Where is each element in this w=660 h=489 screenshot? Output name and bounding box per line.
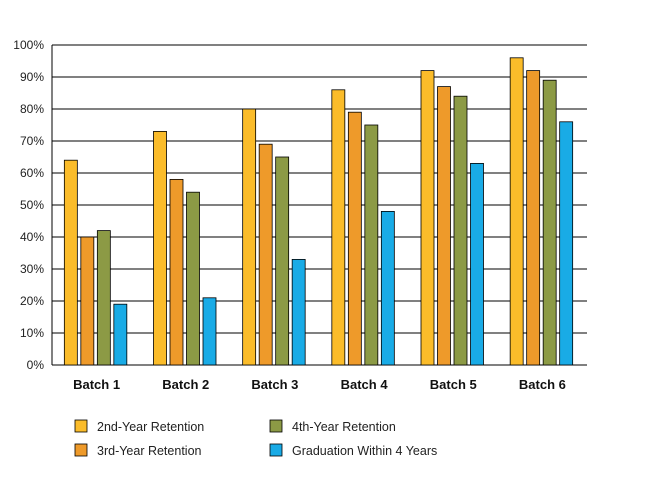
legend-label: Graduation Within 4 Years — [292, 444, 437, 458]
bar-4-2 — [202, 297, 217, 366]
legend-swatch — [74, 419, 88, 433]
bar-3-4 — [364, 124, 379, 366]
x-category-label: Batch 1 — [73, 377, 120, 392]
bar-1-1 — [63, 159, 78, 366]
legend-label: 2nd-Year Retention — [97, 420, 204, 434]
y-tick-label: 40% — [20, 230, 44, 244]
legend-label: 4th-Year Retention — [292, 420, 396, 434]
bar-2-3 — [258, 143, 273, 366]
y-tick-label: 80% — [20, 102, 44, 116]
legend-swatch — [74, 443, 88, 457]
bar-4-4 — [380, 210, 395, 366]
x-category-label: Batch 3 — [251, 377, 298, 392]
bar-4-1 — [113, 303, 128, 366]
bars — [63, 57, 574, 366]
bar-4-6 — [559, 121, 574, 366]
legend-swatch — [269, 419, 283, 433]
bar-4-3 — [291, 258, 306, 366]
y-tick-label: 20% — [20, 294, 44, 308]
bar-3-1 — [96, 230, 111, 366]
gridlines — [51, 44, 587, 366]
x-category-label: Batch 4 — [341, 377, 389, 392]
x-category-label: Batch 6 — [519, 377, 566, 392]
bar-2-1 — [80, 236, 95, 366]
legend-swatch — [269, 443, 283, 457]
y-tick-label: 10% — [20, 326, 44, 340]
bar-3-2 — [186, 191, 200, 366]
x-axis-category-labels: Batch 1 Batch 2 Batch 3 Batch 4 Batch 5 Batch… — [73, 377, 566, 392]
bar-1-4 — [331, 89, 346, 366]
bar-4-5 — [470, 162, 484, 366]
bar-3-3 — [275, 156, 290, 366]
y-tick-label: 60% — [20, 166, 44, 180]
y-tick-label: 90% — [20, 70, 44, 84]
legend: 2nd-Year Retention 3rd-Year Retention 4th-… — [74, 419, 437, 458]
bar-1-6 — [509, 57, 524, 366]
y-tick-label: 0% — [27, 358, 45, 372]
y-tick-label: 100% — [13, 38, 44, 52]
y-tick-label: 70% — [20, 134, 44, 148]
y-tick-label: 50% — [20, 198, 44, 212]
bar-3-5 — [453, 95, 468, 366]
y-tick-label: 30% — [20, 262, 44, 276]
bar-1-3 — [242, 108, 257, 366]
y-axis-tick-labels: 0% 10% 20% 30% 40% 50% 60% 70% 80% 90% 100% — [13, 38, 44, 372]
bar-2-4 — [347, 111, 362, 366]
x-category-label: Batch 5 — [430, 377, 477, 392]
bar-1-5 — [420, 70, 435, 366]
bar-3-6 — [542, 79, 557, 366]
x-category-label: Batch 2 — [162, 377, 209, 392]
bar-1-2 — [153, 130, 167, 366]
legend-label: 3rd-Year Retention — [97, 444, 202, 458]
bar-2-5 — [437, 86, 451, 366]
bar-2-2 — [169, 178, 184, 366]
bar-2-6 — [526, 70, 541, 366]
